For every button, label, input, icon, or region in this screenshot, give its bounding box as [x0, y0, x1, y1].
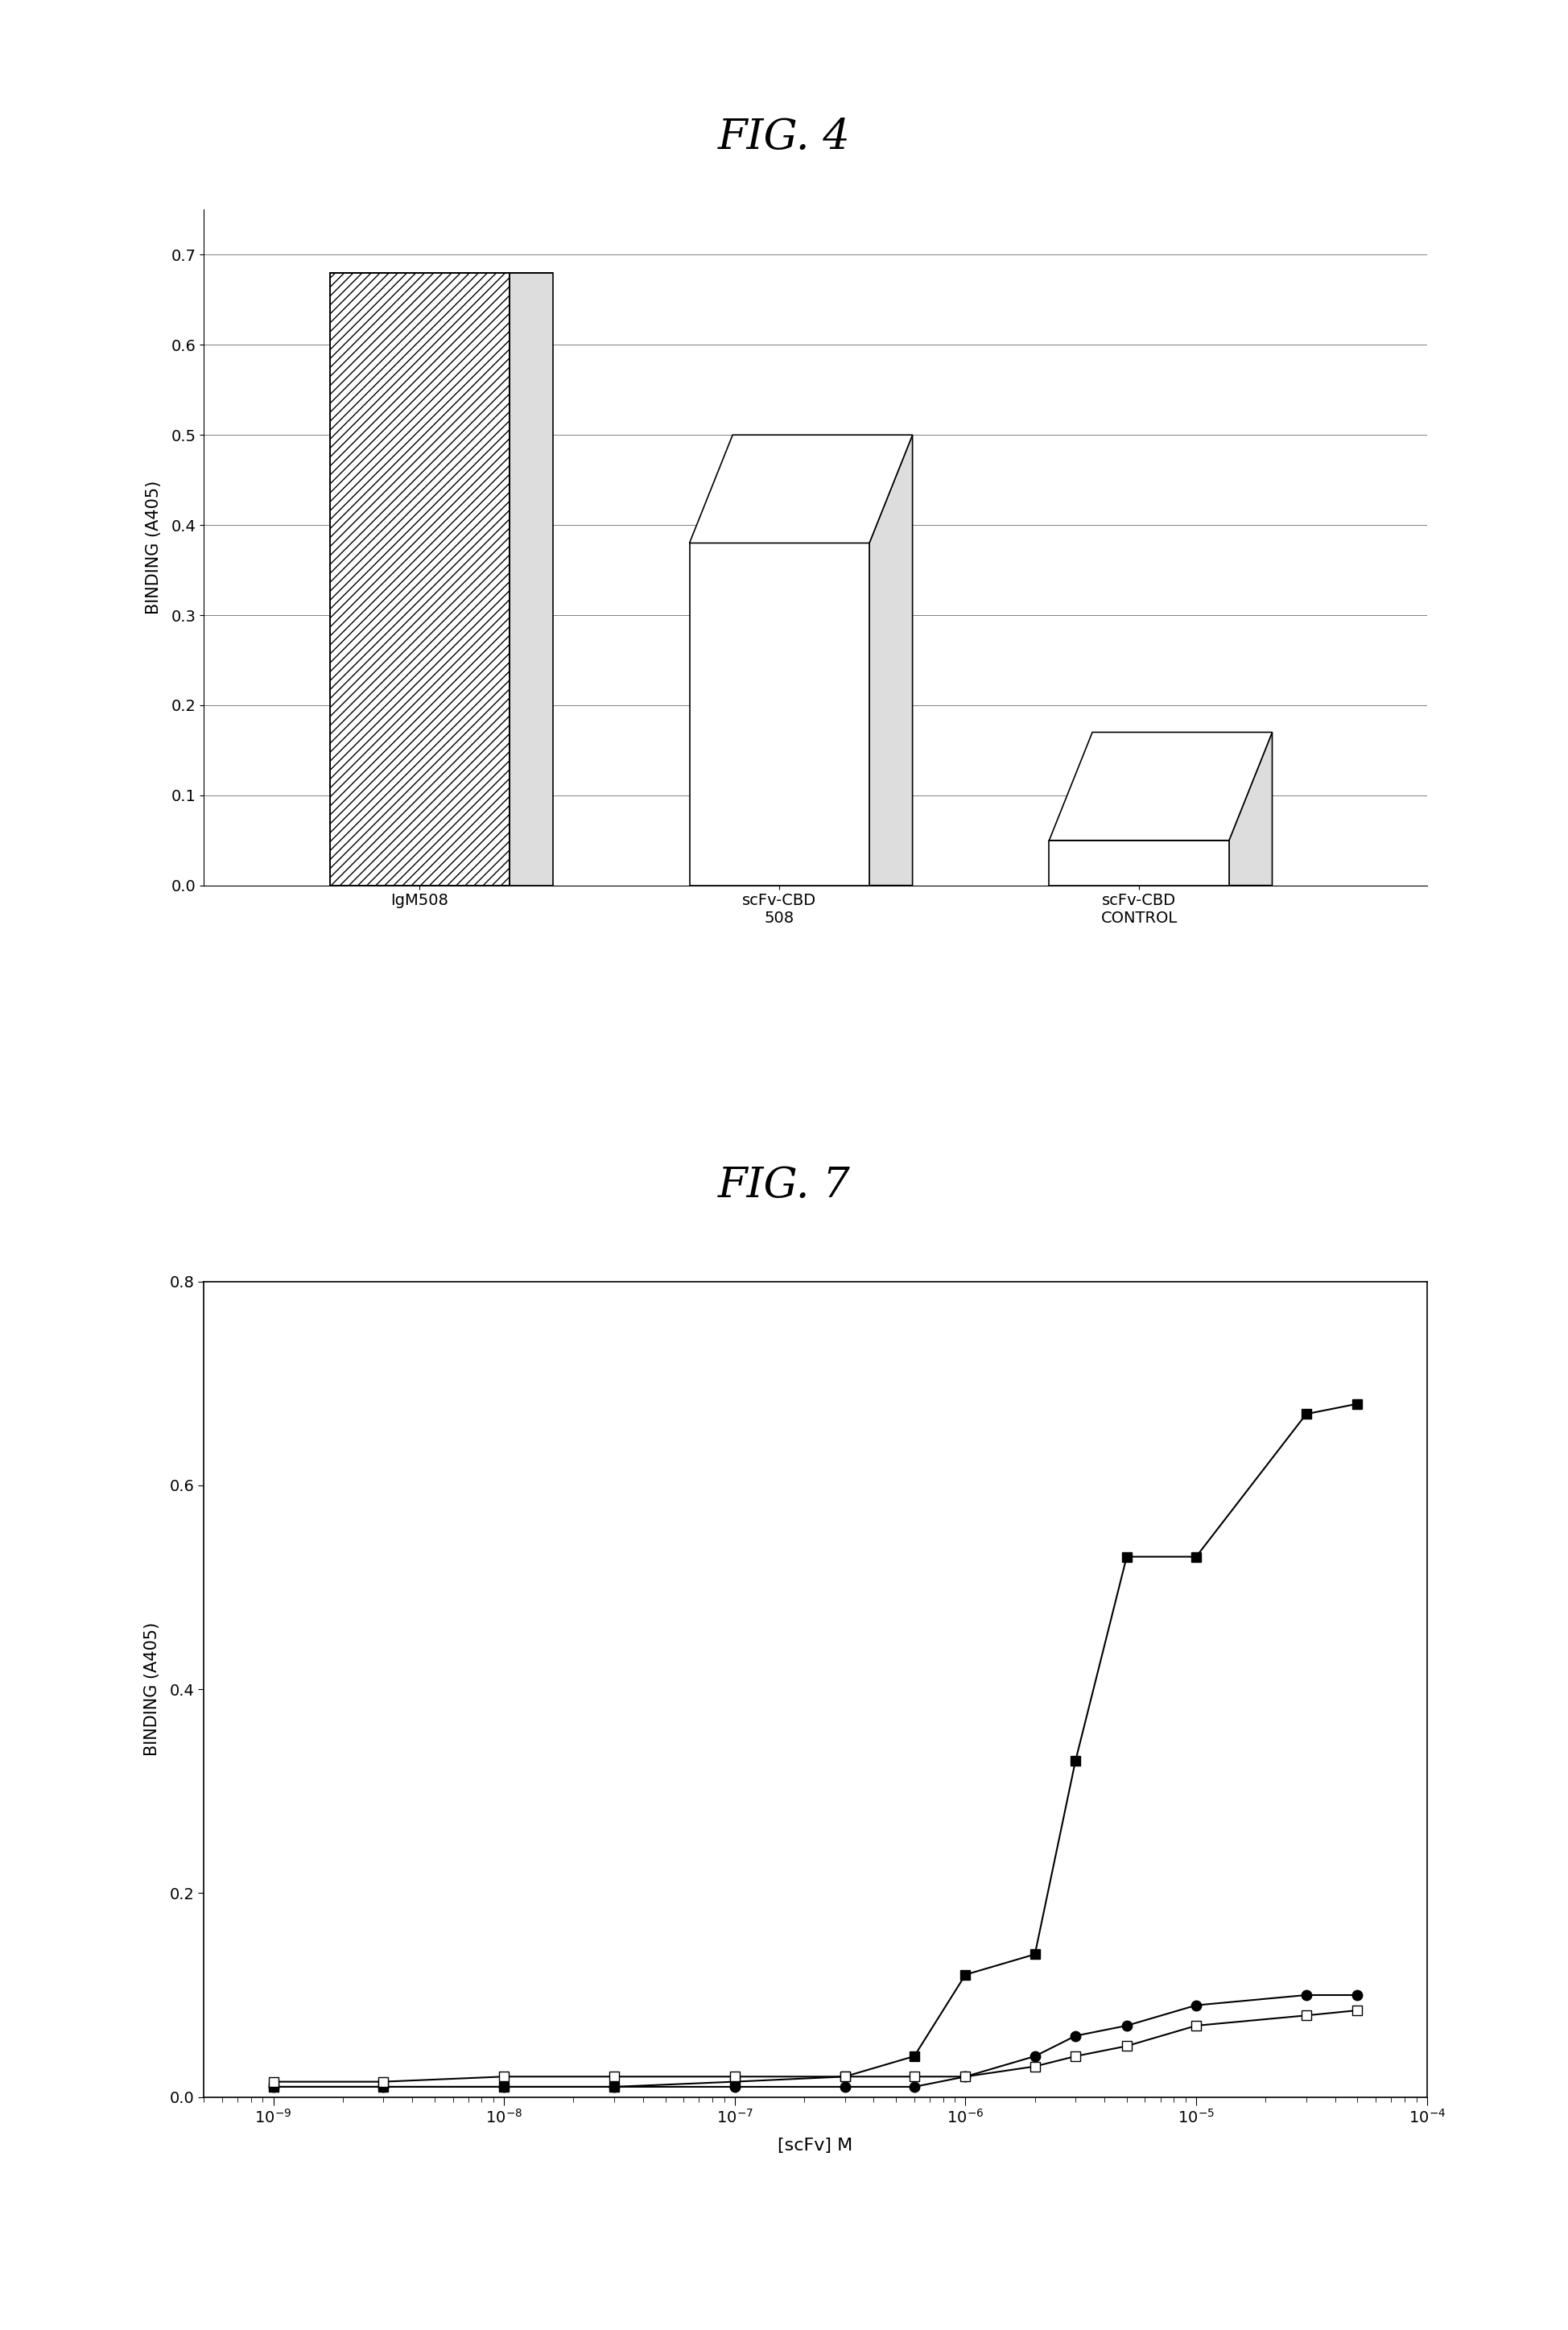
Text: FIG. 4: FIG. 4 [718, 117, 850, 158]
Bar [1049, 841, 1229, 885]
Polygon shape [869, 436, 913, 885]
Polygon shape [1049, 732, 1272, 841]
Polygon shape [510, 273, 554, 885]
X-axis label: [scFv] M: [scFv] M [778, 2137, 853, 2153]
Bar [690, 543, 869, 885]
Y-axis label: BINDING (A405): BINDING (A405) [144, 1622, 160, 1757]
Text: FIG. 7: FIG. 7 [718, 1165, 850, 1207]
Polygon shape [1229, 732, 1272, 885]
Y-axis label: BINDING (A405): BINDING (A405) [146, 480, 162, 615]
Bar [329, 273, 510, 885]
Bar [329, 273, 510, 885]
Polygon shape [690, 436, 913, 543]
